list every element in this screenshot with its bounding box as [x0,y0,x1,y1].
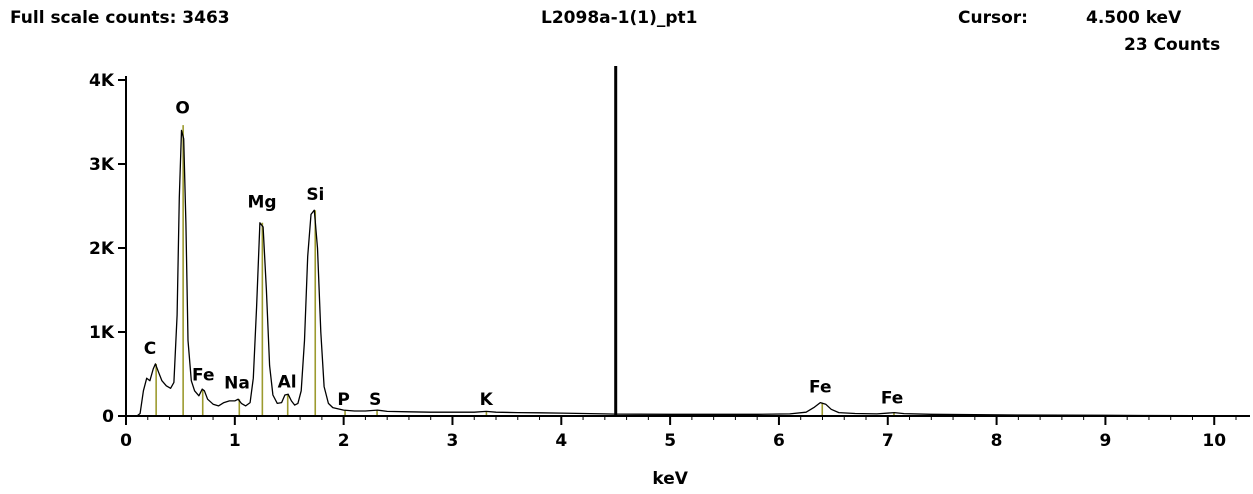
spectrum-line [126,129,1236,417]
x-tick-label-3: 3 [447,431,459,451]
peak-label-al-5: Al [278,372,297,392]
x-axis-label: keV [652,469,688,489]
y-tick-label-2000: 2K [89,239,115,259]
x-tick-label-2: 2 [338,431,350,451]
peak-label-mg-4: Mg [247,193,276,213]
cursor-label: Cursor: [958,8,1028,28]
x-tick-label-8: 8 [991,431,1003,451]
peak-label-fe-10: Fe [809,377,831,397]
x-tick-label-10: 10 [1202,431,1226,451]
x-tick-label-0: 0 [120,431,132,451]
y-tick-label-1000: 1K [89,323,115,343]
peak-label-fe-11: Fe [881,388,903,408]
cursor-energy: 4.500 keV [1086,8,1182,28]
y-tick-label-0: 0 [102,407,114,427]
peak-label-na-3: Na [224,373,250,393]
x-tick-label-7: 7 [882,431,894,451]
cursor-counts: 23 Counts [1124,35,1221,55]
x-tick-label-1: 1 [229,431,241,451]
x-tick-label-5: 5 [664,431,676,451]
peak-label-c-0: C [144,339,156,359]
peak-label-si-6: Si [306,185,324,205]
full-scale-counts: Full scale counts: 3463 [10,8,230,28]
x-tick-label-6: 6 [773,431,785,451]
y-tick-label-3000: 3K [89,155,115,175]
peak-label-p-7: P [337,390,349,410]
peak-label-s-8: S [369,390,381,410]
y-tick-label-4000: 4K [89,71,115,91]
spectrum-title: L2098a-1(1)_pt1 [541,8,698,28]
peak-label-o-1: O [175,99,189,119]
x-tick-label-4: 4 [555,431,567,451]
peak-label-fe-2: Fe [192,366,214,386]
peak-label-k-9: K [480,390,494,410]
x-tick-label-9: 9 [1099,431,1111,451]
